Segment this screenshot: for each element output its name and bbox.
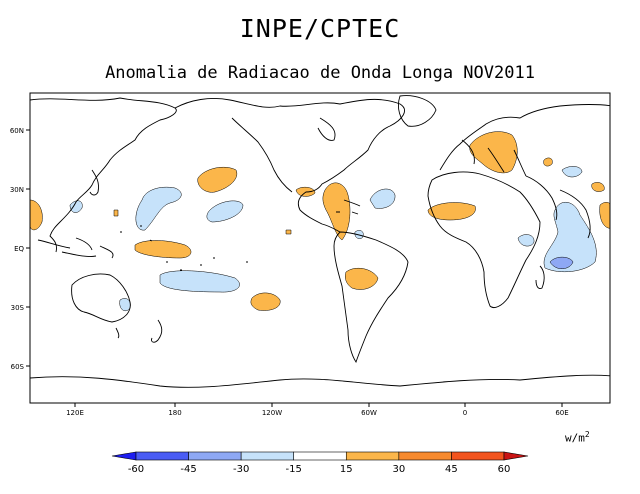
positive-anomaly-area [30, 199, 43, 231]
anomaly-fields [30, 131, 610, 311]
lat-label: EQ [14, 245, 24, 253]
lon-label: 60E [555, 409, 568, 417]
positive-anomaly-area [591, 182, 605, 192]
positive-anomaly-area [285, 229, 292, 235]
positive-anomaly-area [543, 157, 553, 167]
colorbar-tick-label: -15 [286, 464, 302, 475]
lon-label: 120E [66, 409, 84, 417]
colorbar-tick-label: 45 [445, 464, 458, 475]
colorbar-segment [188, 451, 242, 461]
negative-anomaly-area [119, 298, 131, 311]
colorbar-segment [345, 451, 400, 461]
map-subtitle: Anomalia de Radiacao de Onda Longa NOV20… [105, 63, 535, 83]
map-frame [29, 92, 611, 404]
negative-anomaly-area-strong [549, 256, 574, 269]
units-label: w/m2 [565, 430, 590, 445]
units-text: w/m [565, 431, 585, 445]
negative-anomaly-area [543, 202, 597, 273]
positive-anomaly-area [427, 202, 476, 221]
negative-anomaly-area [517, 234, 535, 247]
positive-anomaly-area [250, 292, 281, 311]
negative-anomaly-area [206, 200, 244, 223]
lon-label: 60W [361, 409, 377, 417]
positive-anomaly-area [197, 167, 238, 193]
lat-label: 30S [11, 304, 25, 312]
negative-anomaly-area [369, 188, 396, 209]
colorbar-tick-label: 60 [498, 464, 511, 475]
positive-anomaly-area [113, 209, 119, 217]
positive-anomaly-area [345, 267, 379, 290]
colorbar-tick-label: -60 [128, 464, 144, 475]
colorbar-segment [398, 451, 452, 461]
negative-anomaly-area [561, 166, 583, 178]
positive-anomaly-area [469, 131, 518, 174]
lon-label: 0 [463, 409, 467, 417]
lon-axis: 120E 180 120W 60W 0 60E [66, 403, 569, 417]
positive-anomaly-area [599, 202, 610, 229]
colorbar-segment [240, 451, 295, 461]
lat-label: 60N [10, 127, 24, 135]
negative-anomaly-area [159, 270, 240, 293]
colorbar-tick-label: 15 [340, 464, 353, 475]
colorbar-min-arrow [111, 451, 137, 461]
colorbar-tick-label: 30 [392, 464, 405, 475]
colorbar-tick-label: -45 [180, 464, 196, 475]
lat-label: 30N [10, 186, 24, 194]
positive-anomaly-area [322, 182, 351, 241]
colorbar-segment [451, 451, 505, 461]
units-exponent: 2 [584, 430, 590, 439]
coastlines [30, 95, 610, 388]
page-title: INPE/CPTEC [239, 14, 401, 43]
lon-label: 180 [168, 409, 181, 417]
lat-label: 60S [11, 363, 25, 371]
positive-anomaly-area [295, 186, 316, 197]
colorbar: -60 -45 -30 -15 15 30 45 60 [111, 451, 529, 475]
positive-anomaly-area [134, 240, 192, 259]
negative-anomaly-area [135, 186, 182, 231]
colorbar-tick-label: -30 [233, 464, 249, 475]
lon-label: 120W [262, 409, 282, 417]
lat-axis: 60N 30N EQ 30S 60S [10, 127, 30, 371]
colorbar-segment [293, 451, 347, 461]
colorbar-segment [135, 451, 189, 461]
negative-anomaly-area [69, 200, 83, 213]
colorbar-max-arrow [503, 451, 529, 461]
